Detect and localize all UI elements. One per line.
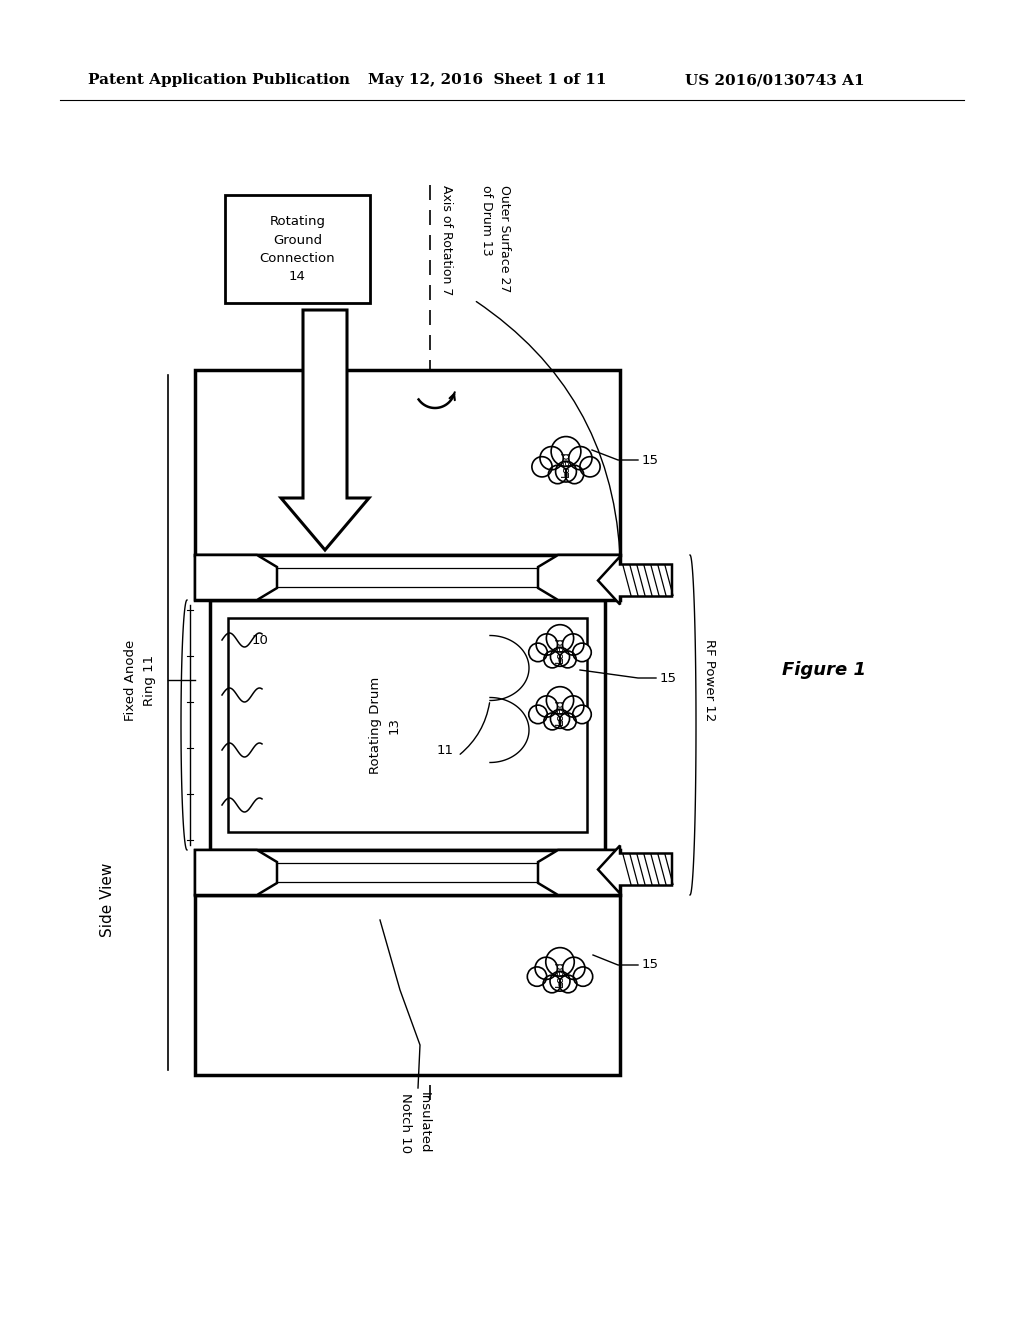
Text: US 2016/0130743 A1: US 2016/0130743 A1 — [685, 73, 864, 87]
Polygon shape — [598, 846, 672, 894]
Text: Rotating Drum
13: Rotating Drum 13 — [370, 676, 400, 774]
Circle shape — [562, 634, 584, 655]
Text: 15: 15 — [642, 454, 659, 466]
Circle shape — [572, 643, 591, 661]
Circle shape — [546, 948, 574, 977]
Text: 10: 10 — [252, 634, 268, 647]
Circle shape — [528, 705, 547, 723]
Circle shape — [559, 651, 577, 668]
Text: 11: 11 — [436, 743, 454, 756]
Text: Outer Surface 27
of Drum 13: Outer Surface 27 of Drum 13 — [480, 185, 511, 292]
Circle shape — [544, 713, 561, 730]
Circle shape — [559, 713, 577, 730]
Text: Insulated
Notch 10: Insulated Notch 10 — [399, 1092, 430, 1154]
Text: Rotating
Ground
Connection
14: Rotating Ground Connection 14 — [260, 215, 335, 282]
Text: RF Power 12: RF Power 12 — [703, 639, 717, 721]
Circle shape — [547, 686, 573, 714]
Circle shape — [556, 461, 577, 482]
Text: Load: Load — [555, 636, 565, 664]
Text: Axis of Rotation 7: Axis of Rotation 7 — [440, 185, 453, 294]
Text: May 12, 2016  Sheet 1 of 11: May 12, 2016 Sheet 1 of 11 — [368, 73, 606, 87]
Circle shape — [568, 446, 592, 470]
Circle shape — [580, 457, 600, 477]
Text: Patent Application Publication: Patent Application Publication — [88, 73, 350, 87]
Polygon shape — [598, 557, 672, 605]
Bar — [195, 370, 620, 554]
Circle shape — [551, 709, 569, 729]
Bar — [195, 895, 620, 1074]
Circle shape — [531, 457, 552, 477]
Circle shape — [550, 972, 570, 991]
Text: Side View: Side View — [100, 863, 116, 937]
Circle shape — [527, 968, 547, 986]
Circle shape — [540, 446, 563, 470]
Text: Load: Load — [561, 450, 571, 478]
Bar — [195, 554, 620, 601]
Circle shape — [537, 634, 557, 655]
Bar — [210, 601, 605, 850]
Polygon shape — [281, 310, 369, 550]
Circle shape — [573, 968, 593, 986]
Circle shape — [549, 465, 567, 483]
Circle shape — [562, 696, 584, 717]
Polygon shape — [195, 850, 278, 895]
Bar — [225, 195, 370, 304]
Circle shape — [551, 437, 581, 466]
Circle shape — [537, 696, 557, 717]
Circle shape — [528, 643, 547, 661]
Circle shape — [565, 465, 584, 483]
Circle shape — [547, 624, 573, 652]
Circle shape — [562, 957, 585, 979]
Circle shape — [543, 975, 561, 993]
Circle shape — [572, 705, 591, 723]
Text: Figure 1: Figure 1 — [782, 661, 866, 678]
Polygon shape — [538, 850, 620, 895]
Polygon shape — [538, 554, 620, 601]
Text: 15: 15 — [660, 672, 677, 685]
Text: Fixed Anode
Ring 11: Fixed Anode Ring 11 — [125, 639, 156, 721]
Bar — [195, 850, 620, 895]
Circle shape — [544, 651, 561, 668]
Text: Load: Load — [555, 698, 565, 726]
Polygon shape — [195, 554, 278, 601]
Circle shape — [551, 647, 569, 667]
Circle shape — [559, 975, 577, 993]
Bar — [228, 618, 587, 832]
Text: Load: Load — [555, 961, 565, 987]
Circle shape — [536, 957, 557, 979]
Text: 15: 15 — [642, 958, 659, 972]
